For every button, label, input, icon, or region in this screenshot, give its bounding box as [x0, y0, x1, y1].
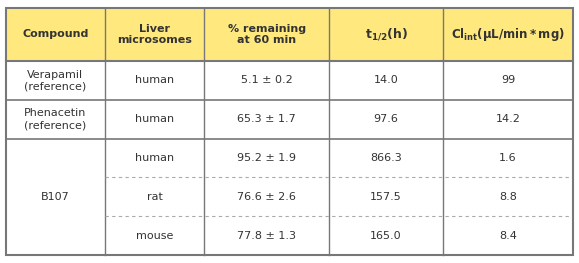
Text: 77.8 ± 1.3: 77.8 ± 1.3 — [237, 231, 296, 241]
Text: Liver
microsomes: Liver microsomes — [118, 24, 192, 45]
Text: 14.2: 14.2 — [496, 114, 521, 124]
Text: 1.6: 1.6 — [499, 153, 517, 163]
Text: mouse: mouse — [136, 231, 174, 241]
Text: human: human — [135, 114, 174, 124]
Text: rat: rat — [147, 192, 163, 202]
Text: 97.6: 97.6 — [373, 114, 398, 124]
Text: Verapamil
(reference): Verapamil (reference) — [24, 70, 87, 91]
Bar — [6, 61, 573, 255]
Text: B107: B107 — [41, 192, 70, 202]
Text: 65.3 ± 1.7: 65.3 ± 1.7 — [237, 114, 296, 124]
Text: 165.0: 165.0 — [370, 231, 402, 241]
Text: 76.6 ± 2.6: 76.6 ± 2.6 — [237, 192, 296, 202]
Text: Phenacetin
(reference): Phenacetin (reference) — [24, 108, 87, 130]
Text: 99: 99 — [501, 75, 515, 85]
Text: 5.1 ± 0.2: 5.1 ± 0.2 — [241, 75, 292, 85]
Text: 95.2 ± 1.9: 95.2 ± 1.9 — [237, 153, 296, 163]
Text: 157.5: 157.5 — [370, 192, 402, 202]
Bar — [6, 8, 573, 61]
Text: % remaining
at 60 min: % remaining at 60 min — [228, 24, 306, 45]
Text: human: human — [135, 75, 174, 85]
Text: $\mathbf{Cl_{int}}$$\mathbf{(\mu L/min*mg)}$: $\mathbf{Cl_{int}}$$\mathbf{(\mu L/min*m… — [451, 26, 565, 43]
Text: $\mathbf{t_{1/2}(h)}$: $\mathbf{t_{1/2}(h)}$ — [365, 27, 408, 42]
Text: 866.3: 866.3 — [370, 153, 402, 163]
Text: Compound: Compound — [22, 29, 89, 39]
Text: 14.0: 14.0 — [373, 75, 398, 85]
Text: 8.4: 8.4 — [499, 231, 517, 241]
Text: 8.8: 8.8 — [499, 192, 517, 202]
Text: human: human — [135, 153, 174, 163]
